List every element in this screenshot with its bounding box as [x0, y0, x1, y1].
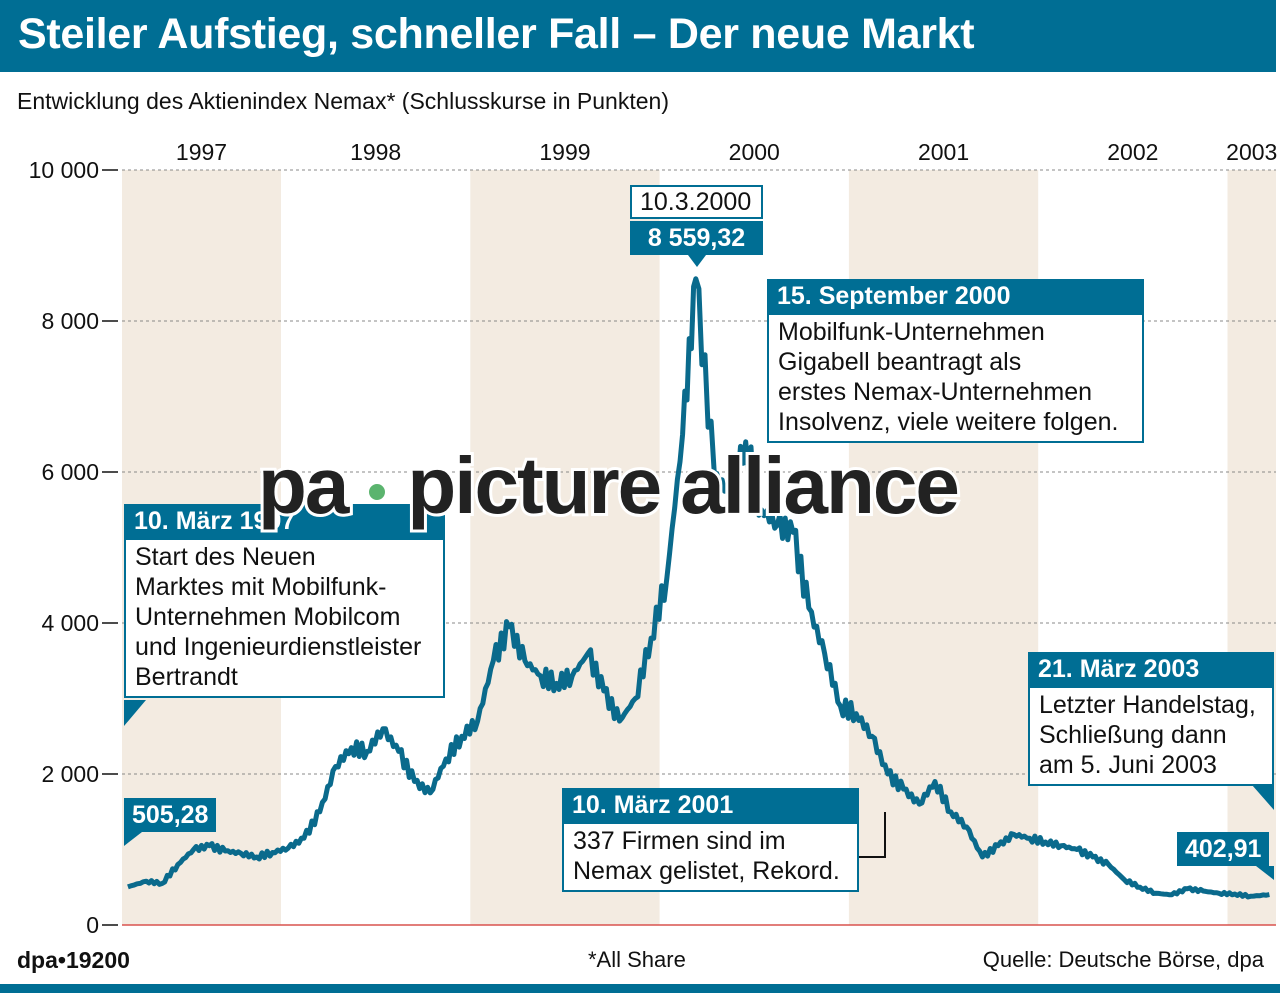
- annotation-title: 10. März 1997: [124, 504, 445, 540]
- watermark-dot-icon: [365, 479, 390, 504]
- x-tick-label: 1999: [539, 139, 590, 165]
- picture-alliance-watermark: pa picture alliance: [255, 438, 963, 533]
- peak-pointer: [688, 255, 706, 267]
- x-tick-label: 1998: [350, 139, 401, 165]
- annotation-line: Unternehmen Mobilcom: [135, 603, 401, 631]
- annotation-line: Nemax gelistet, Rekord.: [573, 857, 840, 885]
- annotation-line: und Ingenieurdienstleister: [135, 633, 422, 661]
- y-tick-label: 2 000: [41, 761, 99, 787]
- annotation-line: erstes Nemax-Unternehmen: [778, 378, 1093, 406]
- annotation-line: Mobilfunk-Unternehmen: [778, 318, 1045, 346]
- annotation-text: Start des Neuen Marktes mit Mobilfunk- Unt…: [124, 540, 445, 698]
- x-tick-label: 2002: [1107, 139, 1158, 165]
- footnote: *All Share: [588, 947, 686, 972]
- year-band: [1227, 170, 1276, 925]
- annotation-line: Start des Neuen: [135, 543, 316, 571]
- watermark-left: pa: [255, 438, 352, 533]
- annotation-end: 21. März 2003 Letzter Handelstag, Schließ…: [1028, 652, 1274, 786]
- start-value-pointer: [124, 832, 142, 846]
- x-tick-label: 1997: [176, 139, 227, 165]
- end-value-pointer: [1256, 866, 1274, 880]
- record-connector: [858, 812, 886, 858]
- annotation-line: Bertrandt: [135, 663, 238, 691]
- y-tick-label: 6 000: [41, 459, 99, 485]
- y-tick-label: 0: [86, 912, 99, 938]
- annotation-start: 10. März 1997 Start des Neuen Marktes mit…: [124, 504, 445, 698]
- annotation-line: Letzter Handelstag,: [1039, 691, 1256, 719]
- peak-date-label: 10.3.2000: [630, 185, 763, 219]
- annotation-line: Gigabell beantragt als: [778, 348, 1022, 376]
- end-pointer: [1252, 785, 1274, 810]
- start-pointer: [124, 700, 146, 726]
- annotation-gigabell: 15. September 2000 Mobilfunk-Unternehmen…: [767, 279, 1144, 443]
- y-tick-label: 4 000: [41, 610, 99, 636]
- annotation-record: 10. März 2001 337 Firmen sind im Nemax ge…: [562, 788, 859, 892]
- annotation-title: 15. September 2000: [767, 279, 1144, 315]
- x-tick-label: 2003: [1226, 139, 1277, 165]
- x-tick-label: 2000: [729, 139, 780, 165]
- annotation-line: Schließung dann: [1039, 721, 1227, 749]
- annotation-line: Marktes mit Mobilfunk-: [135, 573, 387, 601]
- annotation-title: 21. März 2003: [1028, 652, 1274, 688]
- annotation-text: Letzter Handelstag, Schließung dann am 5. …: [1028, 688, 1274, 786]
- annotation-text: Mobilfunk-Unternehmen Gigabell beantragt …: [767, 315, 1144, 443]
- annotation-title: 10. März 2001: [562, 788, 859, 824]
- peak-value-label: 8 559,32: [630, 221, 763, 255]
- annotation-text: 337 Firmen sind im Nemax gelistet, Rekord…: [562, 824, 859, 892]
- annotation-line: 337 Firmen sind im: [573, 827, 786, 855]
- y-tick-label: 8 000: [41, 308, 99, 334]
- nemax-series-line: [127, 276, 1270, 900]
- bottom-bar: [0, 984, 1280, 993]
- title-bar: Steiler Aufstieg, schneller Fall – Der n…: [0, 0, 1276, 72]
- end-value-label: 402,91: [1177, 832, 1270, 866]
- watermark-right: picture alliance: [404, 438, 962, 533]
- y-tick-label: 10 000: [29, 157, 99, 183]
- annotation-line: Insolvenz, viele weitere folgen.: [778, 408, 1119, 436]
- dpa-code: dpa•19200: [17, 947, 130, 973]
- source-note: Quelle: Deutsche Börse, dpa: [982, 947, 1264, 972]
- start-value-label: 505,28: [124, 798, 217, 832]
- annotation-line: am 5. Juni 2003: [1039, 751, 1217, 779]
- x-tick-label: 2001: [918, 139, 969, 165]
- chart-title: Steiler Aufstieg, schneller Fall – Der n…: [18, 10, 975, 58]
- chart-subtitle: Entwicklung des Aktienindex Nemax* (Schl…: [17, 88, 669, 114]
